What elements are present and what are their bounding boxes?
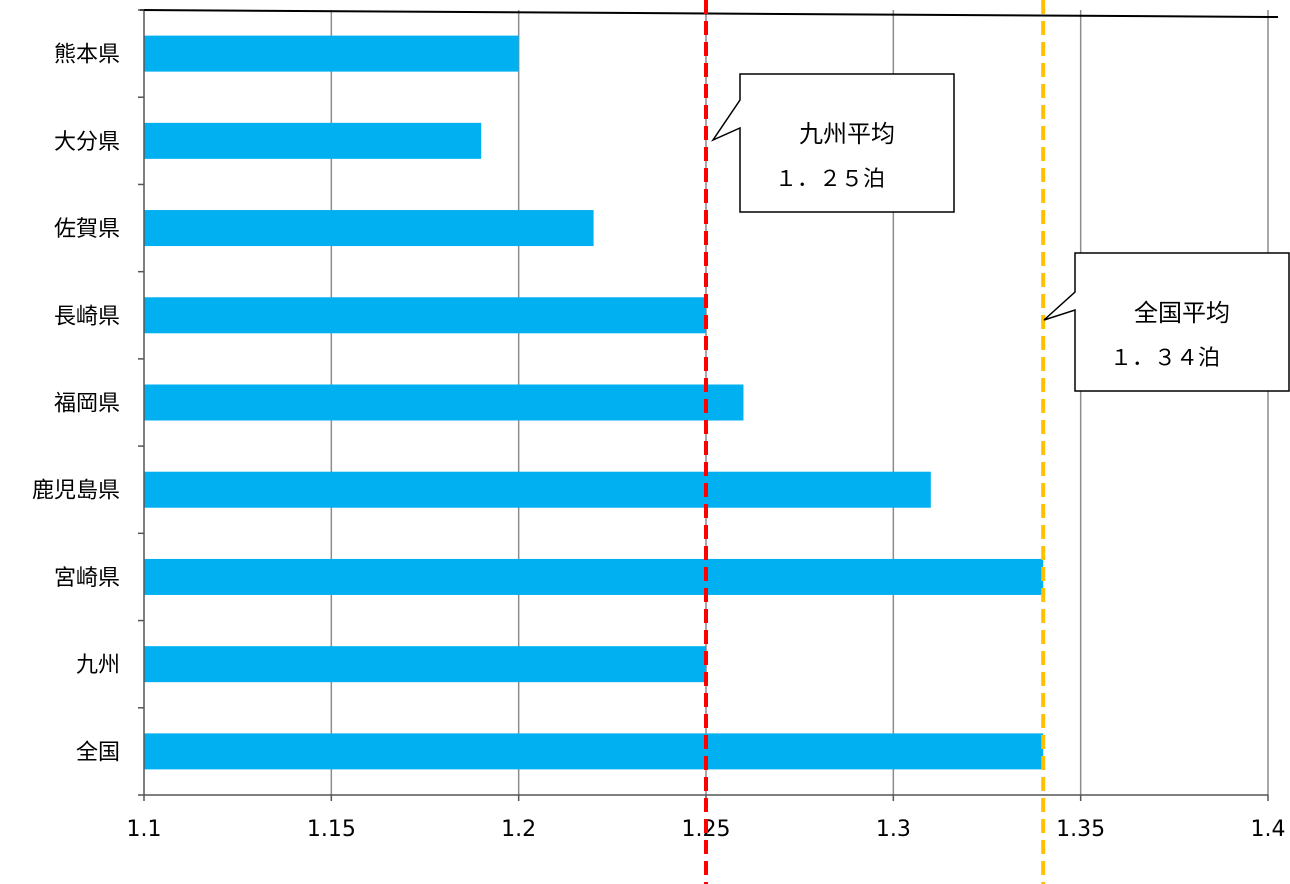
bar [144,646,706,683]
category-label: 福岡県 [54,392,120,417]
callout-box: 全国平均 １．３４泊 [1043,252,1290,392]
callout-title: 全国平均 [1134,299,1230,327]
bar [144,122,482,159]
category-label: 宮崎県 [54,566,120,591]
callout-value: １．２５泊 [775,167,885,192]
reference-lines [704,0,1046,884]
callout-bubble [710,73,955,213]
callout-box: 九州平均 １．２５泊 [710,73,955,213]
top-border-line [139,9,1279,18]
x-tick-label: 1.35 [1056,817,1105,842]
category-label: 長崎県 [54,304,120,329]
category-label: 佐賀県 [54,217,120,242]
x-tick-label: 1.4 [1251,817,1286,842]
x-tick-label: 1.1 [127,817,162,842]
bar [144,297,706,334]
callout-bubble [1043,252,1290,392]
bar [144,471,931,508]
callout-title: 九州平均 [799,120,895,148]
category-label: 大分県 [54,130,120,155]
x-tick-label: 1.15 [307,817,356,842]
category-label: 熊本県 [54,43,120,68]
category-label: 鹿児島県 [32,479,120,504]
callout-value: １．３４泊 [1110,346,1220,371]
bar [144,558,1044,595]
bar [144,35,519,72]
x-tick-label: 1.2 [501,817,536,842]
axes [138,9,1279,801]
x-tick-label: 1.3 [876,817,911,842]
category-label: 九州 [76,653,120,678]
category-label: 全国 [76,740,120,765]
bar [144,733,1044,770]
bar [144,210,594,247]
bar-series [144,35,1044,770]
bar [144,384,744,421]
